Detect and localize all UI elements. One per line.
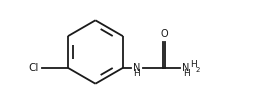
Text: N: N — [182, 63, 190, 73]
Text: O: O — [160, 29, 168, 39]
Text: 2: 2 — [195, 67, 200, 73]
Text: N: N — [133, 63, 140, 73]
Text: H: H — [190, 60, 197, 69]
Text: Cl: Cl — [29, 63, 39, 73]
Text: H: H — [183, 69, 190, 78]
Text: H: H — [133, 69, 140, 78]
